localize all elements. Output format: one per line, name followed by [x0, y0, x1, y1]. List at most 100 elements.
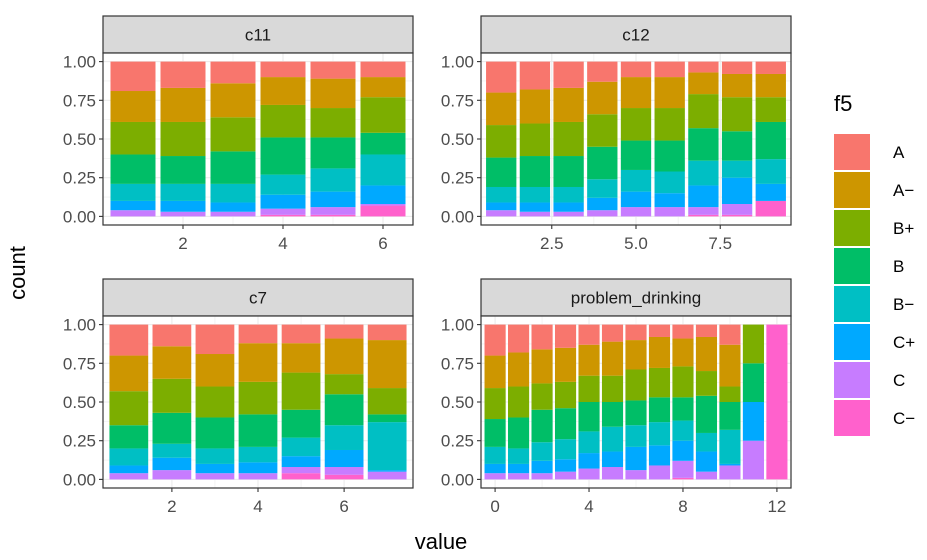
bar-segment — [519, 89, 551, 124]
bar-segment — [721, 177, 753, 205]
bar-segment — [195, 463, 235, 474]
bar-segment — [695, 451, 718, 472]
bar-segment — [672, 420, 694, 441]
bar-segment — [367, 422, 407, 471]
y-tick-label: 0.00 — [63, 470, 96, 489]
bar-segment — [310, 207, 356, 215]
bar-segment — [238, 414, 278, 447]
bar-segment — [152, 457, 192, 471]
bar-segment — [719, 429, 741, 464]
y-axis-title: count — [5, 246, 30, 300]
y-tick-label: 0.25 — [441, 432, 474, 451]
bar-segment — [508, 386, 530, 418]
bar-segment — [553, 186, 584, 203]
bar-segment — [260, 77, 306, 105]
bar-segment — [755, 61, 786, 74]
facet-strip-label: problem_drinking — [571, 289, 701, 308]
bar-segment — [484, 473, 506, 480]
bar-segment — [554, 459, 577, 472]
facet-strip — [480, 15, 792, 54]
y-tick-label: 0.00 — [441, 207, 474, 226]
bar-segment — [531, 324, 553, 350]
bar-segment — [160, 200, 206, 212]
bar-segment — [238, 381, 278, 415]
bar-segment — [281, 343, 321, 373]
bar-segment — [648, 445, 671, 466]
legend-swatch — [834, 210, 870, 246]
legend-label: A — [893, 143, 905, 162]
x-axis-title: value — [415, 529, 468, 554]
bar-segment — [578, 468, 600, 480]
y-tick-label: 0.50 — [63, 393, 96, 412]
bar-segment — [531, 473, 553, 480]
x-tick-label: 2 — [167, 497, 176, 516]
bar-segment — [601, 341, 624, 376]
bar-segment — [281, 456, 321, 468]
bar-segment — [648, 324, 671, 337]
bar-segment — [210, 151, 256, 184]
bar-segment — [281, 372, 321, 410]
legend-swatch — [834, 286, 870, 322]
legend-label: B — [893, 257, 904, 276]
legend-label: C — [893, 371, 905, 390]
legend-swatch — [834, 362, 870, 398]
y-tick-label: 1.00 — [63, 53, 96, 72]
legend-swatch — [834, 172, 870, 208]
bar-segment — [486, 202, 517, 211]
bar-segment — [260, 194, 306, 209]
bar-segment — [195, 448, 235, 464]
bar-segment — [260, 104, 306, 138]
facet-panel-c7: c7 0.00 0.25 0.50 0.75 1.00 2 4 6 — [63, 278, 414, 516]
bar-segment — [719, 324, 741, 345]
y-tick-label: 0.00 — [441, 470, 474, 489]
y-tick-label: 1.00 — [63, 316, 96, 335]
bar-segment — [238, 473, 278, 480]
y-tick-label: 0.25 — [441, 169, 474, 188]
bar-segment — [210, 183, 256, 203]
bar-segment — [531, 442, 553, 461]
x-tick-label: 7.5 — [708, 234, 732, 253]
bar-segment — [519, 123, 551, 157]
bar-segment — [531, 349, 553, 384]
bar-segment — [587, 146, 618, 180]
bar-segment — [310, 78, 356, 109]
bar-segment — [587, 179, 618, 198]
bar-segment — [110, 210, 156, 217]
legend-swatch — [834, 400, 870, 436]
y-tick-label: 0.50 — [441, 130, 474, 149]
bar-segment — [195, 324, 235, 355]
legend-title: f5 — [834, 91, 852, 116]
bar-segment — [281, 437, 321, 457]
bar-segment — [110, 91, 156, 122]
facet-panels: c11 0.00 0.25 0.50 0.75 1.00 2 4 6 c12 0.00 0.25 0.5… — [63, 15, 792, 516]
bar-segment — [310, 137, 356, 169]
bar-segment — [195, 417, 235, 449]
bar-segment — [486, 92, 517, 126]
bar-segment — [648, 422, 671, 446]
bar-segment — [688, 128, 719, 161]
bar-segment — [672, 338, 694, 367]
bar-segment — [519, 61, 551, 90]
bar-segment — [672, 397, 694, 421]
bar-segment — [367, 340, 407, 389]
bar-segment — [755, 97, 786, 122]
bar-segment — [508, 473, 530, 480]
bar-segment — [601, 451, 624, 468]
bar-segment — [578, 402, 600, 432]
bar-segment — [367, 324, 407, 341]
bar-segment — [152, 346, 192, 379]
bar-segment — [109, 391, 149, 426]
bar-segment — [620, 140, 652, 170]
bar-segment — [620, 77, 652, 109]
bar-segment — [324, 474, 364, 480]
bar-segment — [721, 204, 753, 215]
bar-segment — [508, 448, 530, 464]
bar-segment — [625, 324, 647, 341]
bar-segment — [484, 355, 506, 389]
bar-segment — [195, 473, 235, 480]
facet-strip — [480, 278, 792, 317]
x-tick-label: 2.5 — [540, 234, 564, 253]
bar-segment — [625, 340, 647, 370]
bar-segment — [310, 61, 356, 79]
